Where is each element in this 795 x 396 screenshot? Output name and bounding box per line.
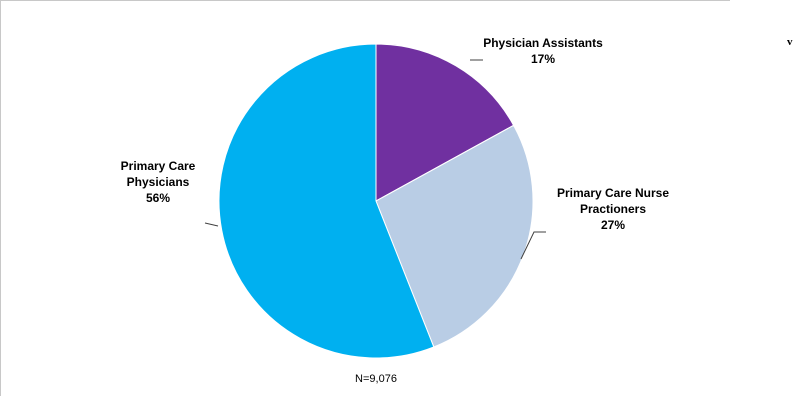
leader-line-primary-care-physicians [204,222,219,227]
slice-label-physician-assistants: Physician Assistants 17% [483,36,603,66]
chart-frame [0,0,730,396]
pie-slice-physician-assistants [375,43,515,202]
slice-label-nurse-practitioners: Primary Care Nurse Practioners 27% [557,186,669,232]
leader-lines [204,59,546,260]
slice-label-primary-care-physicians: Primary Care Physicians 56% [121,159,196,205]
leader-line-nurse-practitioners [520,231,546,260]
pie-slices [218,43,534,359]
edge-text: v [787,36,793,48]
pie-slice-primary-care-physicians [218,43,435,359]
sample-size-note: N=9,076 [355,373,397,385]
slice-labels: Physician Assistants 17% Primary Care Nurs… [121,36,670,232]
pie-chart: Physician Assistants 17% Primary Care Nurs… [121,36,670,385]
